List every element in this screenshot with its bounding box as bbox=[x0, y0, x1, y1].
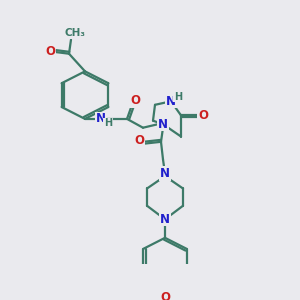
Text: O: O bbox=[130, 94, 140, 107]
Text: O: O bbox=[45, 46, 55, 59]
Text: N: N bbox=[158, 118, 168, 131]
Text: O: O bbox=[160, 291, 170, 300]
Text: O: O bbox=[198, 109, 208, 122]
Text: CH₃: CH₃ bbox=[64, 28, 86, 38]
Text: H: H bbox=[174, 92, 182, 102]
Text: N: N bbox=[160, 213, 170, 226]
Text: H: H bbox=[104, 118, 112, 128]
Text: N: N bbox=[166, 95, 176, 108]
Text: O: O bbox=[134, 134, 144, 146]
Text: N: N bbox=[160, 167, 170, 180]
Text: N: N bbox=[96, 112, 106, 125]
